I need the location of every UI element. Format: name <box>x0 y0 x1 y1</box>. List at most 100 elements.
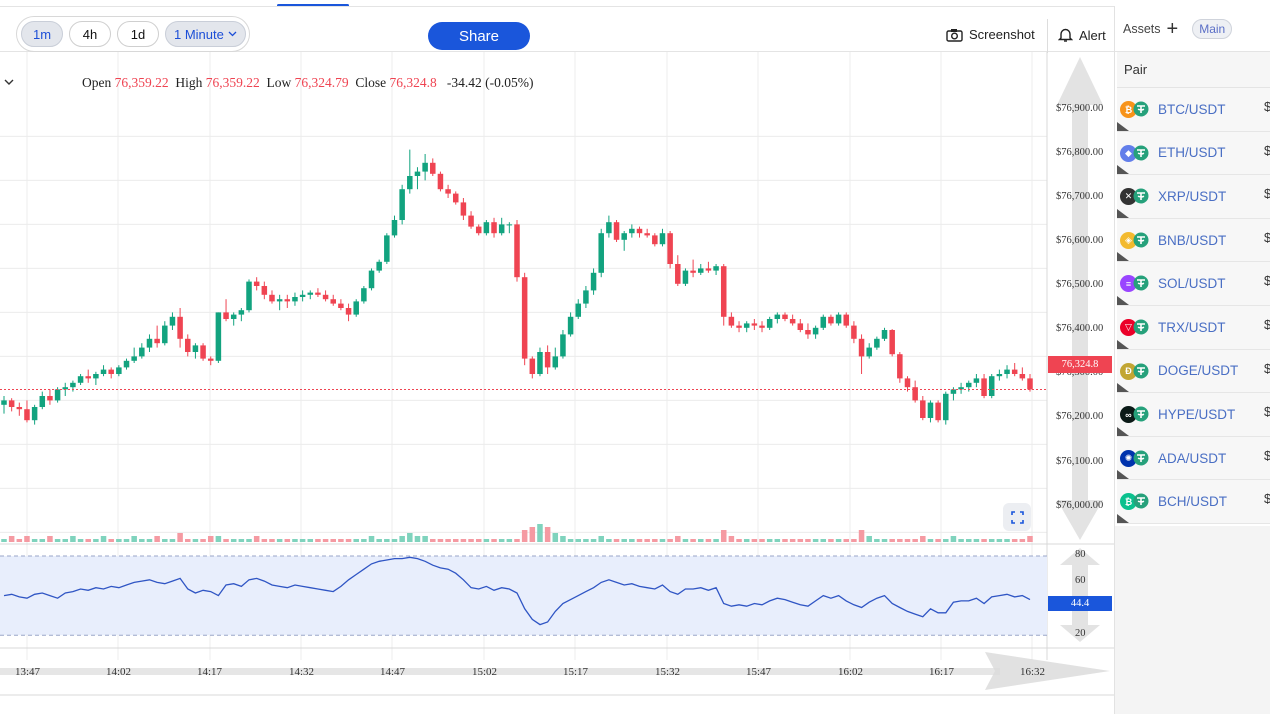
pair-row[interactable]: ◆ ETH/USDT $ <box>1117 131 1270 176</box>
candle-body <box>828 316 834 324</box>
candle-body <box>667 233 673 264</box>
price-column-cut: $ <box>1264 404 1270 420</box>
pair-row[interactable]: ▽ TRX/USDT $ <box>1117 305 1270 350</box>
add-asset-icon[interactable]: + <box>1166 17 1179 40</box>
fullscreen-button[interactable] <box>1003 503 1031 531</box>
volume-bar <box>506 539 513 542</box>
pair-row[interactable]: ∞ HYPE/USDT $ <box>1117 393 1270 437</box>
volume-bar <box>207 536 214 542</box>
candle-body <box>958 387 964 390</box>
time-tick: 14:47 <box>380 666 406 678</box>
volume-bar <box>613 539 620 542</box>
close-label: Close <box>355 75 387 90</box>
xrp-icon: ✕ <box>1120 188 1137 206</box>
candle-body <box>996 374 1003 377</box>
candle-body <box>950 389 957 394</box>
share-button[interactable]: Share <box>428 22 530 50</box>
volume-bar <box>958 539 964 542</box>
collapse-chevron-icon[interactable] <box>4 75 14 89</box>
row-corner-marker <box>1117 208 1129 218</box>
toolbar-divider <box>1047 19 1048 53</box>
expand-icon <box>1010 510 1024 524</box>
volume-bar <box>973 539 980 542</box>
volume-bar <box>743 539 750 542</box>
candle-body <box>177 316 183 339</box>
pair-row[interactable]: ₿ BTC/USDT $ <box>1117 88 1270 132</box>
pair-column-header[interactable]: Pair <box>1117 52 1270 88</box>
time-tick: 14:17 <box>197 666 223 678</box>
row-corner-marker <box>1117 339 1129 349</box>
rsi-tick: 60 <box>1075 575 1086 586</box>
pair-row[interactable]: ₿ BCH/USDT $ <box>1117 480 1270 524</box>
candle-body <box>230 314 237 319</box>
row-corner-marker <box>1117 121 1129 131</box>
candle-body <box>537 352 543 374</box>
volume-bar <box>965 539 972 542</box>
tether-icon <box>1133 101 1149 117</box>
pair-row[interactable]: ≡ SOL/USDT $ <box>1117 262 1270 306</box>
pair-name: BNB/USDT <box>1158 232 1227 248</box>
volume-bar <box>93 539 99 542</box>
assets-header: Assets + Main <box>1115 6 1270 52</box>
candle-body <box>920 400 926 418</box>
price-tick: $76,100.00 <box>1056 456 1104 467</box>
volume-bar <box>766 539 773 542</box>
change-value: -34.42 (-0.05%) <box>446 75 534 90</box>
pair-row[interactable]: ✺ ADA/USDT $ <box>1117 436 1270 481</box>
bitcoin-cash-icon: ₿ <box>1120 493 1137 511</box>
candle-body <box>269 294 275 302</box>
volume-bar <box>606 539 612 542</box>
pair-row[interactable]: ◈ BNB/USDT $ <box>1117 218 1270 263</box>
close-value: 76,324.8 <box>389 75 437 90</box>
candle-body <box>146 338 153 348</box>
candle-body <box>782 314 788 319</box>
candle-body <box>766 319 773 328</box>
volume-bar <box>146 539 153 542</box>
interval-dropdown[interactable]: 1 Minute <box>165 21 246 47</box>
candle-body <box>353 301 359 315</box>
pair-row[interactable]: Ð DOGE/USDT $ <box>1117 349 1270 394</box>
candle-body <box>430 162 436 174</box>
volume-bar <box>192 539 199 542</box>
pair-list: ₿ BTC/USDT $ ◆ ETH/USDT $ ✕ XRP/USDT $ ◈ BNB/USDT $… <box>1117 88 1270 524</box>
volume-bar <box>950 536 957 542</box>
volume-bar <box>904 539 911 542</box>
candle-body <box>965 382 972 388</box>
candle-body <box>468 215 474 227</box>
pair-name: TRX/USDT <box>1158 319 1226 335</box>
timeframe-4h-button[interactable]: 4h <box>69 21 111 47</box>
time-tick: 16:17 <box>929 666 955 678</box>
bitcoin-icon: ₿ <box>1120 101 1137 118</box>
candle-body <box>1004 369 1010 374</box>
candle-body <box>935 402 941 421</box>
main-list-tag[interactable]: Main <box>1192 18 1233 39</box>
tether-icon <box>1133 450 1149 466</box>
candle-body <box>139 347 145 357</box>
volume-bar <box>575 539 582 542</box>
candlestick-chart[interactable] <box>0 0 1114 696</box>
candle-body <box>261 286 268 295</box>
volume-bar <box>529 527 536 542</box>
pair-name: BTC/USDT <box>1158 101 1226 117</box>
volume-bar <box>835 539 842 542</box>
alert-button[interactable]: Alert <box>1058 27 1106 43</box>
candle-body <box>529 358 536 374</box>
timeframe-1m-button[interactable]: 1m <box>21 21 63 47</box>
candle-body <box>307 292 314 295</box>
screenshot-button[interactable]: Screenshot <box>946 27 1035 42</box>
volume-bar <box>315 539 321 542</box>
candle-body <box>445 189 451 194</box>
candle-body <box>897 354 903 379</box>
pair-name: HYPE/USDT <box>1158 406 1236 422</box>
candle-body <box>789 319 796 324</box>
volume-bar <box>682 539 689 542</box>
price-axis[interactable]: $76,900.00 $76,800.00 $76,700.00 $76,600… <box>1048 52 1112 542</box>
volume-bar <box>537 524 543 542</box>
volume-bar <box>200 539 206 542</box>
pair-row[interactable]: ✕ XRP/USDT $ <box>1117 175 1270 219</box>
price-tick: $76,200.00 <box>1056 411 1104 422</box>
volume-bar <box>407 533 413 542</box>
high-label: High <box>175 75 203 90</box>
timeframe-1d-button[interactable]: 1d <box>117 21 159 47</box>
